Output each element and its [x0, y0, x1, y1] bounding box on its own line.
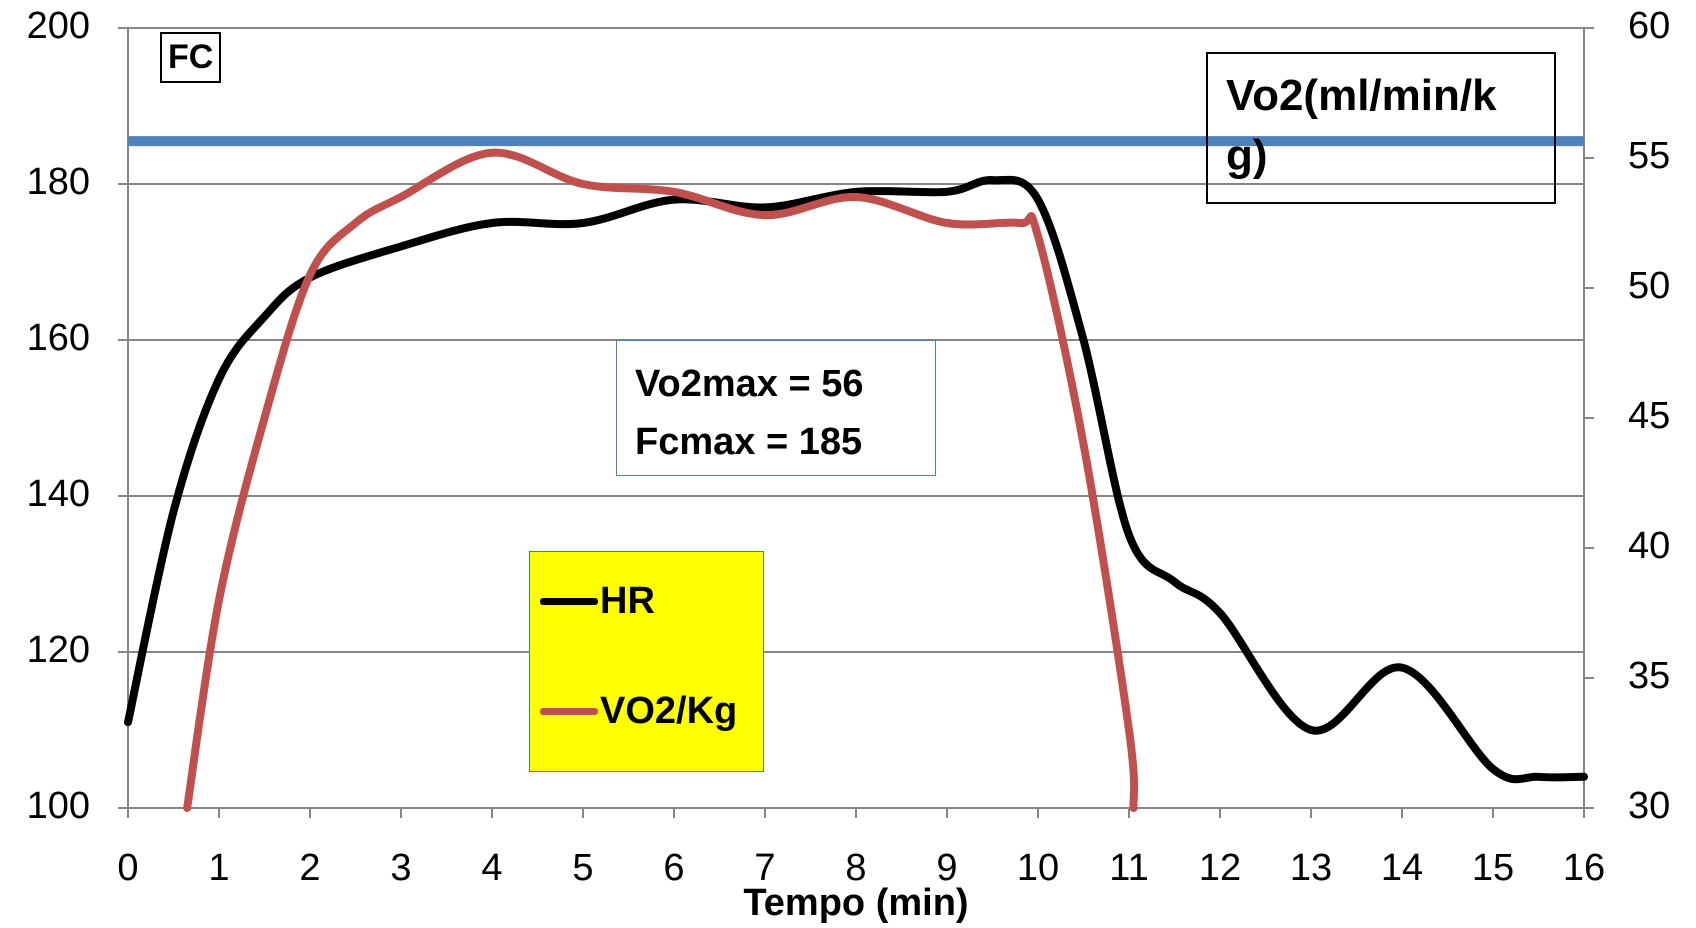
annotation: Fcmax = 185	[635, 421, 863, 463]
x-tick-label: 10	[1017, 847, 1059, 889]
x-tick-label: 6	[663, 847, 684, 889]
y-tick-label: 100	[27, 785, 90, 827]
x-axis-label: Tempo (min)	[743, 882, 968, 924]
legend-label: VO2/Kg	[600, 690, 738, 732]
x-tick-label: 11	[1109, 847, 1148, 889]
annotation-box: Vo2max = 56 Fcmax = 185	[616, 340, 936, 476]
y2-tick-label: 40	[1628, 525, 1670, 567]
y2-tick-label: 45	[1628, 395, 1670, 437]
x-tick-label: 14	[1381, 847, 1423, 889]
y-tick-label: 180	[27, 161, 90, 203]
y-tick-label: 120	[27, 629, 90, 671]
y2-axis-label: Vo2(ml/min/kg)	[1206, 52, 1556, 204]
x-tick-label: 13	[1290, 847, 1332, 889]
legend: HR VO2/Kg	[529, 551, 764, 772]
x-tick-label: 1	[208, 847, 229, 889]
y2-tick-label: 55	[1628, 135, 1670, 177]
series-line	[124, 175, 1588, 784]
legend-swatch	[540, 708, 598, 715]
x-tick-label: 16	[1563, 847, 1605, 889]
x-tick-label: 5	[572, 847, 593, 889]
legend-item: VO2/Kg	[540, 690, 737, 733]
y2-tick-label: 60	[1628, 5, 1670, 47]
y-axis-label: FC	[160, 32, 222, 83]
x-tick-label: 3	[390, 847, 411, 889]
x-tick-label: 9	[936, 847, 957, 889]
y-tick-label: 200	[27, 5, 90, 47]
y2-tick-label: 50	[1628, 265, 1670, 307]
legend-label: HR	[600, 580, 655, 622]
annotation: Vo2max = 56	[635, 363, 864, 405]
x-tick-label: 8	[845, 847, 866, 889]
legend-swatch	[540, 598, 598, 605]
x-tick-label: 12	[1199, 847, 1241, 889]
series-line	[183, 148, 1139, 812]
y2-tick-label: 35	[1628, 655, 1670, 697]
x-tick-label: 2	[299, 847, 320, 889]
y2-tick-label: 30	[1628, 785, 1670, 827]
legend-item: HR	[540, 580, 655, 623]
x-tick-label: 7	[754, 847, 775, 889]
y-tick-label: 160	[27, 317, 90, 359]
x-tick-label: 4	[481, 847, 502, 889]
y-tick-label: 140	[27, 473, 90, 515]
x-tick-label: 0	[117, 847, 138, 889]
x-tick-label: 15	[1472, 847, 1514, 889]
